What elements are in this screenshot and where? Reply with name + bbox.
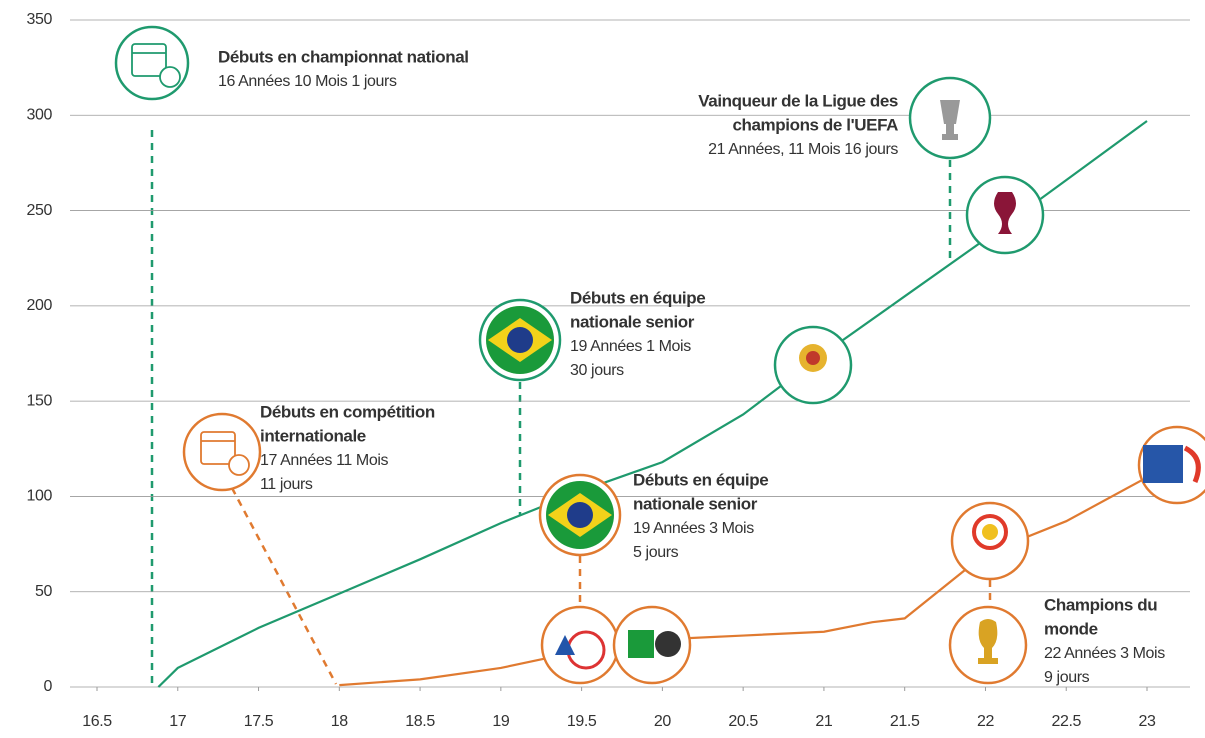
annotation-text: 19 Années 3 Mois	[633, 520, 754, 537]
annotation-text: 19 Années 1 Mois	[570, 338, 691, 355]
fifa-1999-icon	[612, 605, 692, 685]
y-tick-label: 200	[27, 297, 53, 314]
copa-america-1999-icon	[540, 605, 620, 685]
annotations: Débuts en championnat national 16 Années …	[218, 47, 1166, 686]
annotation-title: Vainqueur de la Ligue des	[698, 91, 898, 110]
annotation-title: monde	[1044, 619, 1098, 638]
brazil-flag-icon	[538, 473, 622, 557]
annotation-title: Débuts en équipe	[633, 470, 768, 489]
annotation-text: 30 jours	[570, 362, 624, 379]
x-tick-label: 22.5	[1051, 713, 1081, 730]
annotation-title: champions de l'UEFA	[732, 115, 898, 134]
confed-cup-2003-icon	[1137, 425, 1205, 505]
x-tick-label: 20.5	[728, 713, 758, 730]
annotation-text: 21 Années, 11 Mois 16 jours	[708, 141, 898, 158]
annotation-text: 5 jours	[633, 544, 679, 561]
x-tick-label: 21.5	[890, 713, 920, 730]
x-tick-label: 17	[169, 713, 186, 730]
x-tick-label: 22	[977, 713, 994, 730]
annotation-title: Champions du	[1044, 595, 1157, 614]
calendar-icon	[182, 412, 262, 492]
connectors	[150, 130, 992, 687]
y-tick-label: 0	[44, 678, 53, 695]
x-tick-label: 17.5	[244, 713, 274, 730]
annotation-title: Débuts en compétition	[260, 402, 435, 421]
annotation-text: 11 jours	[260, 476, 313, 493]
annotation-title: internationale	[260, 426, 366, 445]
x-tick-label: 19.5	[567, 713, 597, 730]
y-tick-label: 50	[35, 583, 52, 600]
x-tick-label: 19	[492, 713, 509, 730]
x-tick-label: 21	[815, 713, 832, 730]
icons	[114, 25, 1205, 685]
world-cup-trophy-icon	[948, 605, 1028, 685]
connector	[230, 487, 338, 685]
y-tick-label: 300	[27, 107, 53, 124]
x-tick-label: 20	[654, 713, 671, 730]
x-tick-label: 18.5	[405, 713, 435, 730]
x-tick-label: 23	[1139, 713, 1156, 730]
plot: 0 50 100 150 200 250 300 350 16.5 17 17.5 18 18.5 19 1…	[27, 11, 1190, 730]
annotation-text: 22 Années 3 Mois	[1044, 645, 1165, 662]
y-tick-label: 100	[27, 488, 53, 505]
world-cup-2022-icon	[965, 175, 1045, 255]
annotation-text: 9 jours	[1044, 669, 1090, 686]
annotation-title: nationale senior	[633, 494, 758, 513]
x-tick-label: 16.5	[82, 713, 112, 730]
annotation-text: 17 Années 11 Mois	[260, 452, 389, 469]
y-tick-label: 250	[27, 202, 53, 219]
y-tick-label: 150	[27, 392, 53, 409]
trophy-icon	[908, 76, 992, 160]
x-tick-label: 18	[331, 713, 348, 730]
copa-america-icon	[773, 325, 853, 405]
calendar-icon	[114, 25, 190, 101]
brazil-flag-icon	[478, 298, 562, 382]
y-tick-label: 350	[27, 11, 53, 28]
grid	[70, 19, 1190, 688]
world-cup-2002-icon	[950, 501, 1030, 581]
annotation-title: Débuts en championnat national	[218, 47, 469, 66]
series-line	[157, 120, 1148, 688]
annotation-title: Débuts en équipe	[570, 288, 705, 307]
annotation-title: nationale senior	[570, 312, 695, 331]
annotation-text: 16 Années 10 Mois 1 jours	[218, 73, 397, 90]
